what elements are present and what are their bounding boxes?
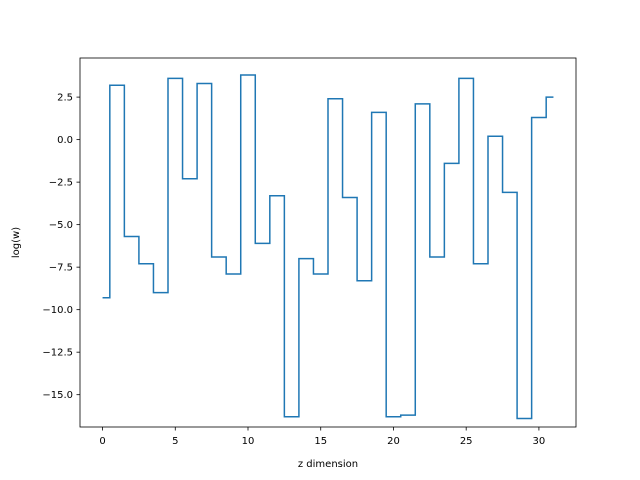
y-tick-label: −12.5	[42, 348, 73, 359]
x-tick-label: 0	[99, 436, 105, 447]
x-tick-label: 30	[533, 436, 546, 447]
x-tick-label: 5	[172, 436, 178, 447]
y-tick-label: −7.5	[49, 263, 73, 274]
y-tick-label: −2.5	[49, 178, 73, 189]
x-axis-label: z dimension	[298, 459, 358, 470]
y-tick-label: −5.0	[49, 220, 73, 231]
x-tick-label: 15	[314, 436, 327, 447]
y-tick-label: −15.0	[42, 390, 73, 401]
x-tick-label: 20	[387, 436, 400, 447]
y-tick-label: 2.5	[57, 93, 73, 104]
x-axis-ticks: 0 5 10 15 20 25 30	[99, 427, 545, 447]
y-tick-label: 0.0	[57, 135, 73, 146]
x-tick-label: 25	[460, 436, 473, 447]
x-tick-label: 10	[242, 436, 255, 447]
y-axis-label: log(w)	[11, 227, 22, 258]
series-layer	[102, 74, 554, 420]
y-tick-label: −10.0	[42, 305, 73, 316]
series-line-0	[102, 74, 554, 420]
y-axis-ticks: 2.5 0.0 −2.5 −5.0 −7.5 −10.0 −12.5 −15.0	[42, 93, 80, 401]
